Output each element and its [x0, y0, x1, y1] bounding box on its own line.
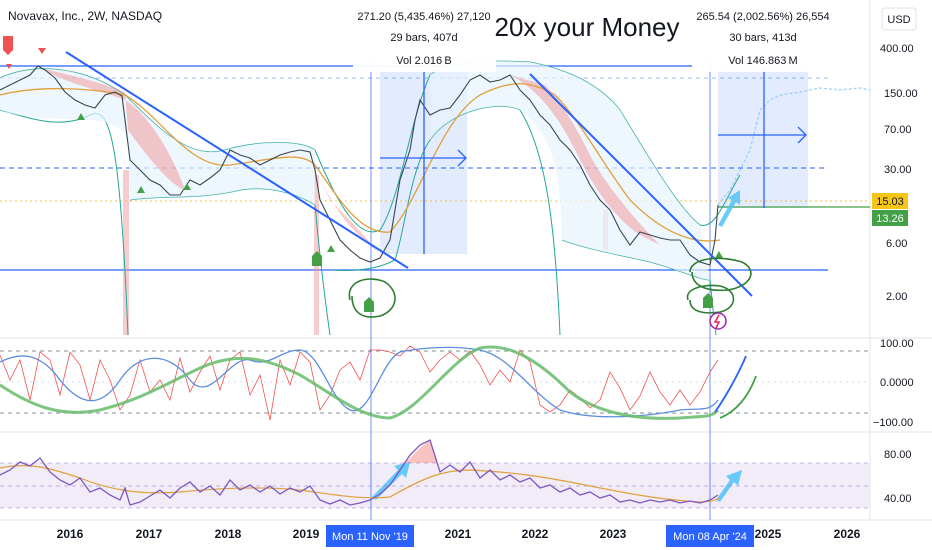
target-price-text: 13.26 — [876, 213, 904, 225]
measure-right-line2: 30 bars, 413d — [729, 32, 796, 44]
year-label: 2017 — [136, 527, 163, 541]
buy-marker — [364, 297, 374, 312]
cursor-date-right: Mon 08 Apr '24 — [673, 531, 747, 543]
target-price-badge — [872, 210, 908, 226]
rsi-band — [0, 463, 870, 508]
moving-average — [0, 83, 721, 242]
rsi-label: 80.00 — [884, 449, 912, 461]
year-label: 2023 — [600, 527, 627, 541]
trendline-1 — [65, 51, 409, 269]
arrow-head — [457, 149, 467, 167]
rsi-line — [0, 439, 719, 506]
price-label: 70.00 — [884, 124, 912, 136]
band-fill — [0, 68, 315, 205]
price-line — [0, 65, 719, 266]
band-fill — [430, 61, 710, 280]
measure-left-line2: 29 bars, 407d — [390, 32, 457, 44]
buy-marker — [327, 245, 335, 252]
buy-marker — [312, 251, 322, 266]
buy-marker — [703, 293, 713, 308]
last-price-badge — [872, 193, 908, 209]
rsi-ma-line — [0, 465, 721, 503]
osc-slow-line — [0, 346, 719, 418]
buy-marker — [183, 183, 191, 190]
year-label: 2025 — [755, 527, 782, 541]
headline: 20x your Money — [495, 12, 680, 42]
osc-projection-blue — [714, 355, 747, 413]
last-price-text: 15.03 — [876, 196, 904, 208]
price-label: 30.00 — [884, 164, 912, 176]
lightning-icon — [709, 312, 727, 330]
rsi-label: 40.00 — [884, 493, 912, 505]
osc-signal-line — [0, 345, 720, 420]
bearish-cloud — [510, 75, 660, 245]
currency-button[interactable] — [881, 7, 917, 31]
currency-label: USD — [887, 14, 910, 26]
sell-marker — [6, 64, 12, 69]
price-label: 6.00 — [886, 238, 907, 250]
year-label: 2018 — [215, 527, 242, 541]
cursor-date-right-badge — [666, 525, 754, 547]
symbol-title: Novavax, Inc., 2W, NASDAQ — [8, 9, 162, 23]
measure-box-right — [692, 4, 835, 72]
sell-marker — [38, 48, 46, 54]
lightning-bolt — [713, 314, 721, 329]
price-label: 400.00 — [880, 43, 914, 55]
up-arrow-icon — [372, 462, 410, 500]
cursor-date-left: Mon 11 Nov '19 — [332, 531, 408, 543]
measure-box-left — [353, 4, 496, 72]
osc-label: 100.00 — [880, 338, 914, 350]
year-label: 2019 — [293, 527, 320, 541]
hand-circle-right-bottom — [686, 284, 735, 314]
osc-projection-green — [719, 375, 757, 419]
hand-circle-left — [348, 278, 396, 318]
buy-marker — [715, 251, 723, 258]
cursor-date-left-badge — [326, 525, 414, 547]
buy-marker — [77, 113, 85, 120]
buy-marker — [137, 186, 145, 193]
year-label: 2016 — [57, 527, 84, 541]
price-label: 150.00 — [884, 88, 918, 100]
measure-left-line1: 271.20 (5,435.46%) 27,120 — [357, 11, 490, 23]
arrow-head — [797, 126, 807, 144]
year-label: 2021 — [445, 527, 472, 541]
measure-right-line1: 265.54 (2,002.56%) 26,554 — [696, 11, 829, 23]
osc-fast-line — [0, 345, 719, 421]
headline-box — [496, 4, 692, 48]
signal-bar — [123, 170, 129, 335]
projected-price — [717, 87, 871, 206]
year-label: 2022 — [522, 527, 549, 541]
up-arrow-icon — [718, 190, 740, 227]
sell-marker — [3, 36, 13, 55]
measure-left-line3: Vol 2.016 B — [396, 55, 451, 67]
year-label: 2026 — [834, 527, 861, 541]
osc-label: −100.00 — [873, 417, 913, 429]
rsi-overbought-fill — [405, 440, 438, 463]
price-label: 2.00 — [886, 291, 907, 303]
osc-label: 0.0000 — [880, 377, 914, 389]
measure-right-line3: Vol 146.863 M — [728, 55, 797, 67]
